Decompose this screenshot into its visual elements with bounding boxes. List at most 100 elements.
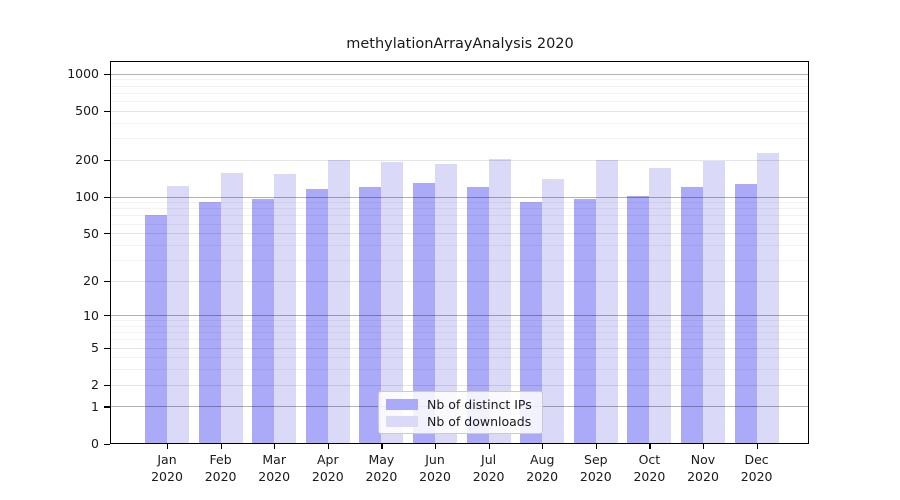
gridline: [111, 384, 809, 386]
year-label: 2020: [526, 468, 559, 484]
legend-swatch-distinct-ips: [386, 398, 418, 410]
bar-distinct-ips-jan: [145, 214, 167, 444]
bar-distinct-ips-oct: [627, 195, 650, 444]
y-tick-label: 1000: [67, 66, 99, 82]
legend: Nb of distinct IPs Nb of downloads: [378, 391, 543, 434]
bar-distinct-ips-aug: [520, 202, 543, 444]
bar-downloads-apr: [327, 159, 350, 444]
x-tick: [595, 444, 597, 449]
x-tick-label-dec: Dec 2020: [730, 452, 784, 485]
legend-item-downloads: Nb of downloads: [386, 413, 534, 429]
x-tick: [435, 444, 437, 449]
x-tick: [542, 444, 544, 449]
x-tick-label-nov: Nov 2020: [676, 452, 730, 485]
y-tick: [104, 443, 110, 445]
month-label: Apr: [316, 452, 339, 467]
x-tick-label-jul: Jul 2020: [462, 452, 516, 485]
gridline: [111, 347, 809, 349]
x-tick-label-oct: Oct 2020: [622, 452, 676, 485]
gridline: [111, 223, 809, 225]
gridline: [111, 159, 809, 161]
month-label: Mar: [262, 452, 286, 467]
bar-downloads-jan: [167, 185, 189, 444]
bar-distinct-ips-feb: [198, 201, 221, 444]
month-label: Jul: [481, 452, 497, 467]
bar-downloads-mar: [274, 173, 297, 444]
year-label: 2020: [579, 468, 612, 484]
y-tick-label: 50: [83, 225, 99, 241]
gridline: [111, 369, 809, 371]
x-tick-label-may: May 2020: [354, 452, 408, 485]
month-label: Dec: [744, 452, 769, 467]
bar-downloads-sep: [595, 160, 618, 444]
bar-distinct-ips-mar: [252, 198, 275, 444]
x-tick-label-apr: Apr 2020: [301, 452, 355, 485]
bar-distinct-ips-apr: [305, 189, 328, 444]
y-tick: [104, 110, 110, 112]
bar-downloads-may: [381, 161, 404, 444]
x-tick: [167, 444, 169, 449]
y-tick-label: 5: [91, 340, 99, 356]
bar-downloads-oct: [649, 168, 672, 444]
gridline: [111, 357, 809, 359]
y-tick-label: 1: [91, 398, 99, 414]
x-tick: [703, 444, 705, 449]
gridline: [111, 259, 809, 261]
x-tick-label-jan: Jan 2020: [140, 452, 194, 485]
month-label: Nov: [690, 452, 716, 467]
month-label: Sep: [584, 452, 608, 467]
y-tick: [104, 196, 110, 198]
bar-downloads-nov: [703, 160, 725, 444]
year-label: 2020: [204, 468, 237, 484]
gridline: [111, 332, 809, 334]
gridline: [111, 202, 809, 204]
gridline: [111, 122, 809, 124]
x-tick: [756, 444, 758, 449]
month-label: Oct: [638, 452, 661, 467]
y-tick: [104, 384, 110, 386]
gridline: [111, 73, 809, 75]
gridline: [111, 320, 809, 322]
gridline: [111, 138, 809, 140]
gridline: [111, 85, 809, 87]
x-tick: [649, 444, 651, 449]
year-label: 2020: [472, 468, 505, 484]
legend-item-distinct-ips: Nb of distinct IPs: [386, 396, 534, 412]
bar-distinct-ips-sep: [573, 199, 596, 444]
year-label: 2020: [740, 468, 773, 484]
bar-downloads-aug: [542, 179, 565, 444]
y-tick-label: 0: [91, 436, 99, 451]
gridline: [111, 101, 809, 103]
gridline: [111, 110, 809, 112]
x-tick-label-aug: Aug 2020: [515, 452, 569, 485]
y-tick-label: 10: [83, 307, 99, 323]
y-tick: [104, 159, 110, 161]
gridline: [111, 325, 809, 327]
month-label: Jun: [425, 452, 445, 467]
bar-distinct-ips-may: [359, 186, 382, 444]
gridline: [111, 196, 809, 198]
x-tick: [327, 444, 329, 449]
year-label: 2020: [311, 468, 344, 484]
legend-label-distinct-ips: Nb of distinct IPs: [427, 396, 532, 412]
gridline: [111, 208, 809, 210]
y-tick-label: 2: [91, 377, 99, 393]
bar-distinct-ips-jul: [466, 187, 489, 444]
x-tick: [220, 444, 222, 449]
year-label: 2020: [633, 468, 666, 484]
month-label: May: [368, 452, 395, 467]
gridline: [111, 215, 809, 217]
y-tick-label: 100: [75, 189, 99, 204]
x-tick-label-jun: Jun 2020: [408, 452, 462, 485]
year-label: 2020: [258, 468, 291, 484]
gridline: [111, 92, 809, 94]
legend-label-downloads: Nb of downloads: [427, 413, 532, 429]
year-label: 2020: [419, 468, 451, 484]
gridline: [111, 339, 809, 341]
bar-downloads-dec: [756, 153, 779, 444]
gridline: [111, 244, 809, 246]
legend-swatch-downloads: [386, 415, 418, 427]
bar-distinct-ips-dec: [734, 184, 757, 444]
bar-downloads-jul: [488, 159, 511, 444]
